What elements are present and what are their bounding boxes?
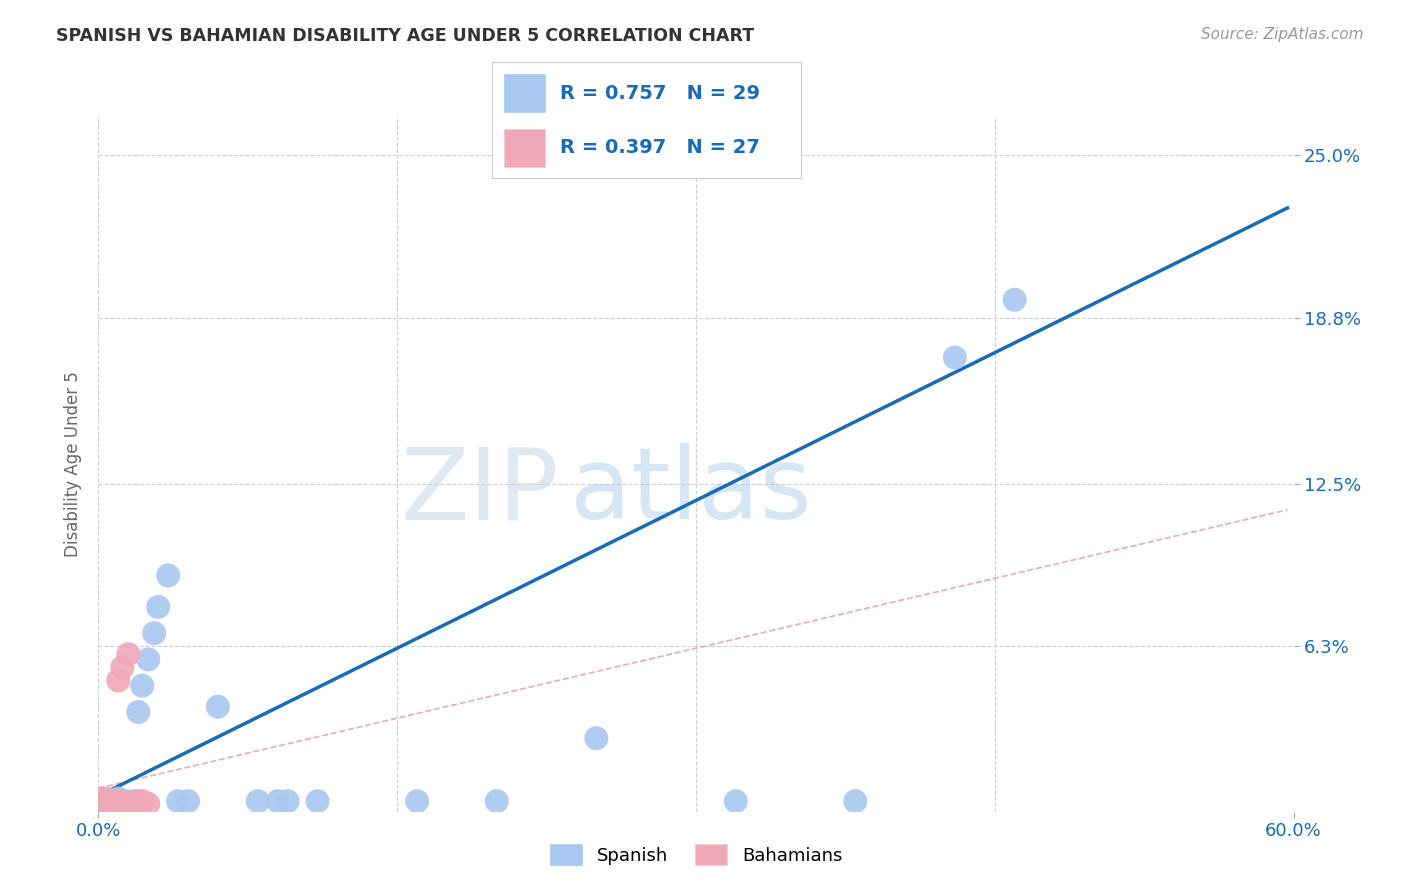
Point bbox=[98, 794, 122, 808]
Point bbox=[103, 797, 125, 811]
Point bbox=[107, 794, 129, 808]
Text: ZIP: ZIP bbox=[401, 443, 558, 541]
Point bbox=[111, 660, 134, 674]
Point bbox=[406, 794, 429, 808]
Point bbox=[107, 791, 129, 805]
Point bbox=[127, 794, 149, 808]
Point bbox=[207, 699, 229, 714]
Point bbox=[157, 568, 180, 582]
Point bbox=[115, 794, 138, 808]
Point bbox=[103, 794, 125, 808]
Point bbox=[844, 794, 866, 808]
Point bbox=[96, 794, 118, 808]
Point bbox=[307, 794, 329, 808]
Point bbox=[724, 794, 747, 808]
Point bbox=[127, 797, 149, 811]
Point bbox=[96, 791, 118, 805]
Text: R = 0.397   N = 27: R = 0.397 N = 27 bbox=[560, 137, 761, 157]
Text: atlas: atlas bbox=[571, 443, 813, 541]
Point bbox=[124, 797, 146, 811]
Point bbox=[98, 797, 122, 811]
Point bbox=[103, 794, 125, 808]
Point bbox=[143, 626, 166, 640]
Point bbox=[120, 797, 142, 811]
Point bbox=[91, 794, 114, 808]
Text: R = 0.757   N = 29: R = 0.757 N = 29 bbox=[560, 84, 761, 103]
Point bbox=[93, 794, 115, 808]
Legend: Spanish, Bahamians: Spanish, Bahamians bbox=[543, 837, 849, 872]
Y-axis label: Disability Age Under 5: Disability Age Under 5 bbox=[63, 371, 82, 557]
Point bbox=[107, 673, 129, 688]
Point bbox=[87, 799, 110, 814]
Point bbox=[277, 794, 299, 808]
Point bbox=[97, 797, 120, 811]
Point bbox=[943, 351, 966, 365]
Point bbox=[97, 794, 120, 808]
Point bbox=[117, 647, 139, 661]
Point bbox=[136, 797, 159, 811]
Point bbox=[91, 791, 114, 805]
Point bbox=[127, 705, 149, 719]
Point bbox=[96, 797, 118, 811]
Point bbox=[167, 794, 190, 808]
Point bbox=[148, 599, 170, 614]
Point bbox=[124, 794, 146, 808]
Point bbox=[98, 794, 122, 808]
Point bbox=[177, 794, 200, 808]
Point bbox=[89, 794, 111, 808]
Text: Source: ZipAtlas.com: Source: ZipAtlas.com bbox=[1201, 27, 1364, 42]
Point bbox=[105, 797, 128, 811]
Point bbox=[246, 794, 269, 808]
Point bbox=[131, 794, 153, 808]
Point bbox=[89, 797, 111, 811]
Point bbox=[485, 794, 508, 808]
Bar bbox=[505, 128, 544, 167]
Point bbox=[136, 652, 159, 666]
Point bbox=[101, 797, 124, 811]
Bar bbox=[505, 74, 544, 112]
Point bbox=[131, 679, 153, 693]
Point bbox=[585, 731, 607, 746]
Point bbox=[117, 797, 139, 811]
Point bbox=[91, 797, 114, 811]
Point bbox=[267, 794, 290, 808]
Point bbox=[111, 794, 134, 808]
Text: SPANISH VS BAHAMIAN DISABILITY AGE UNDER 5 CORRELATION CHART: SPANISH VS BAHAMIAN DISABILITY AGE UNDER… bbox=[56, 27, 755, 45]
Point bbox=[93, 797, 115, 811]
Point bbox=[1004, 293, 1026, 307]
